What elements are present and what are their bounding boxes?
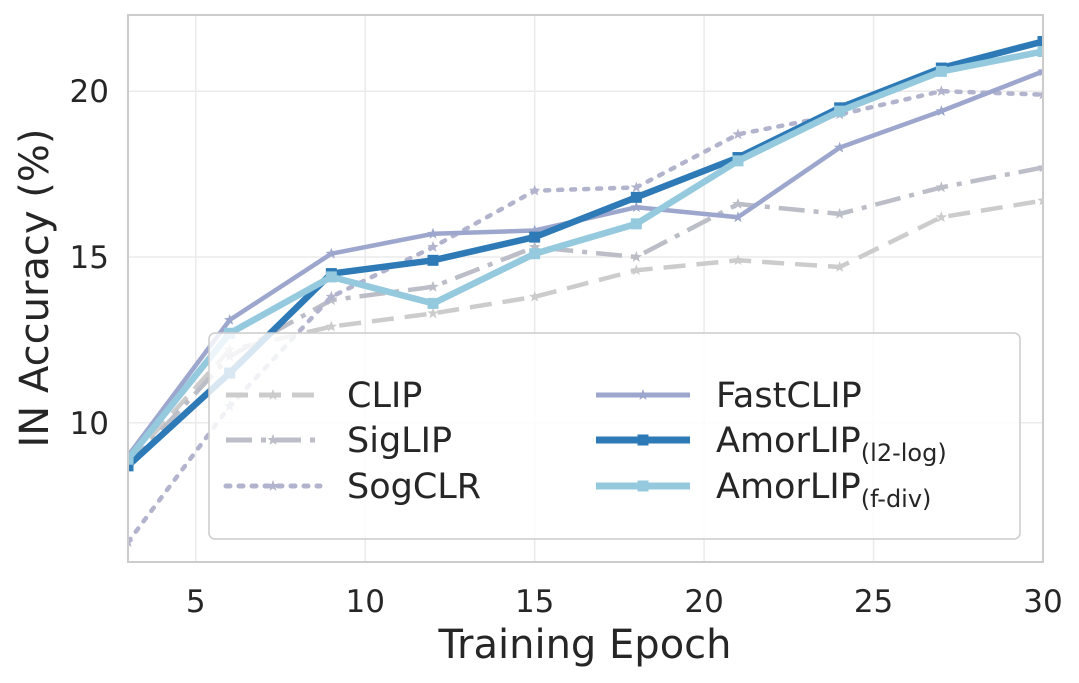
series-line: [128, 165, 1043, 468]
plot-frame: [127, 14, 1044, 563]
y-tick-label: 10: [70, 406, 109, 442]
data-point: [935, 105, 948, 116]
data-point: [427, 254, 439, 266]
data-point: [935, 85, 948, 97]
data-point: [1037, 161, 1043, 173]
data-point: [128, 536, 134, 547]
data-point: [427, 227, 439, 239]
x-tick-label: 15: [515, 584, 554, 620]
data-point: [427, 280, 439, 292]
data-point: [325, 320, 338, 332]
legend-marker: [267, 480, 279, 491]
data-point: [223, 313, 236, 325]
legend-label: CLIP: [347, 376, 422, 416]
data-point: [528, 241, 541, 252]
data-point: [1037, 194, 1043, 206]
x-tick-label: 25: [854, 584, 893, 620]
x-axis-label: Training Epoch: [437, 622, 731, 668]
data-point: [128, 460, 134, 472]
data-point: [325, 247, 338, 259]
x-tick-label: 10: [345, 584, 384, 620]
legend-marker: [267, 434, 279, 445]
legend-label: SigLIP: [347, 421, 452, 461]
data-point: [834, 105, 846, 117]
data-point: [427, 241, 439, 252]
data-point: [528, 224, 541, 236]
data-point: [529, 248, 541, 260]
y-axis-ticks: 10 15 20: [70, 74, 109, 442]
data-point: [833, 260, 846, 272]
data-point: [630, 218, 642, 230]
data-point: [732, 254, 744, 266]
data-point: [935, 65, 947, 77]
x-tick-label: 5: [186, 584, 206, 620]
data-point: [630, 191, 642, 203]
legend-marker: [267, 389, 279, 400]
data-point: [1037, 36, 1043, 48]
data-point: [1037, 88, 1043, 100]
data-point: [427, 307, 439, 319]
legend-entry-5: AmorLIP(l2-log): [596, 421, 947, 467]
legend: CLIP SigLIP SogCLR FastCLIP AmorLIP(l2-log)A…: [208, 332, 1021, 540]
legend-entry-6: AmorLIP(f-div): [596, 467, 931, 513]
data-point: [630, 181, 643, 193]
legend-entry-2: SigLIP: [226, 421, 452, 461]
series-layer: [128, 36, 1043, 547]
data-point: [935, 211, 948, 223]
x-tick-label: 30: [1023, 584, 1062, 620]
legend-marker: [637, 389, 649, 400]
x-axis-ticks: 5 10 15 20 25 30: [186, 584, 1063, 620]
data-point: [732, 211, 744, 223]
legend-entry-1: CLIP: [226, 376, 422, 416]
data-point: [1037, 45, 1043, 57]
data-point: [833, 207, 846, 219]
data-point: [732, 197, 744, 209]
data-point: [732, 155, 744, 167]
data-point: [325, 290, 338, 302]
data-point: [128, 453, 134, 465]
series-line: [128, 48, 1043, 462]
data-point: [325, 271, 337, 283]
legend-entry-4: FastCLIP: [596, 376, 862, 416]
series-line: [128, 88, 1043, 545]
data-point: [732, 128, 744, 140]
legend-label: FastCLIP: [716, 376, 862, 416]
data-point: [528, 290, 541, 302]
data-point: [1037, 65, 1043, 77]
data-point: [833, 141, 846, 153]
data-point: [427, 297, 439, 309]
legend-label: SogCLR: [347, 467, 481, 507]
legend-marker: [637, 434, 649, 446]
data-point: [935, 181, 948, 193]
data-point: [630, 251, 643, 262]
legend-entry-3: SogCLR: [223, 467, 481, 507]
data-point: [528, 184, 541, 196]
legend-label: AmorLIP(l2-log): [716, 421, 947, 467]
data-point: [630, 201, 643, 213]
data-point: [630, 264, 643, 276]
legend-label: AmorLIP(f-div): [716, 467, 931, 513]
legend-box: [208, 332, 1021, 540]
y-tick-label: 15: [70, 240, 109, 276]
y-tick-label: 20: [70, 74, 109, 110]
y-axis-label: IN Accuracy (%): [12, 129, 58, 448]
x-tick-label: 20: [684, 584, 723, 620]
data-point: [529, 231, 541, 243]
legend-marker: [637, 480, 649, 492]
